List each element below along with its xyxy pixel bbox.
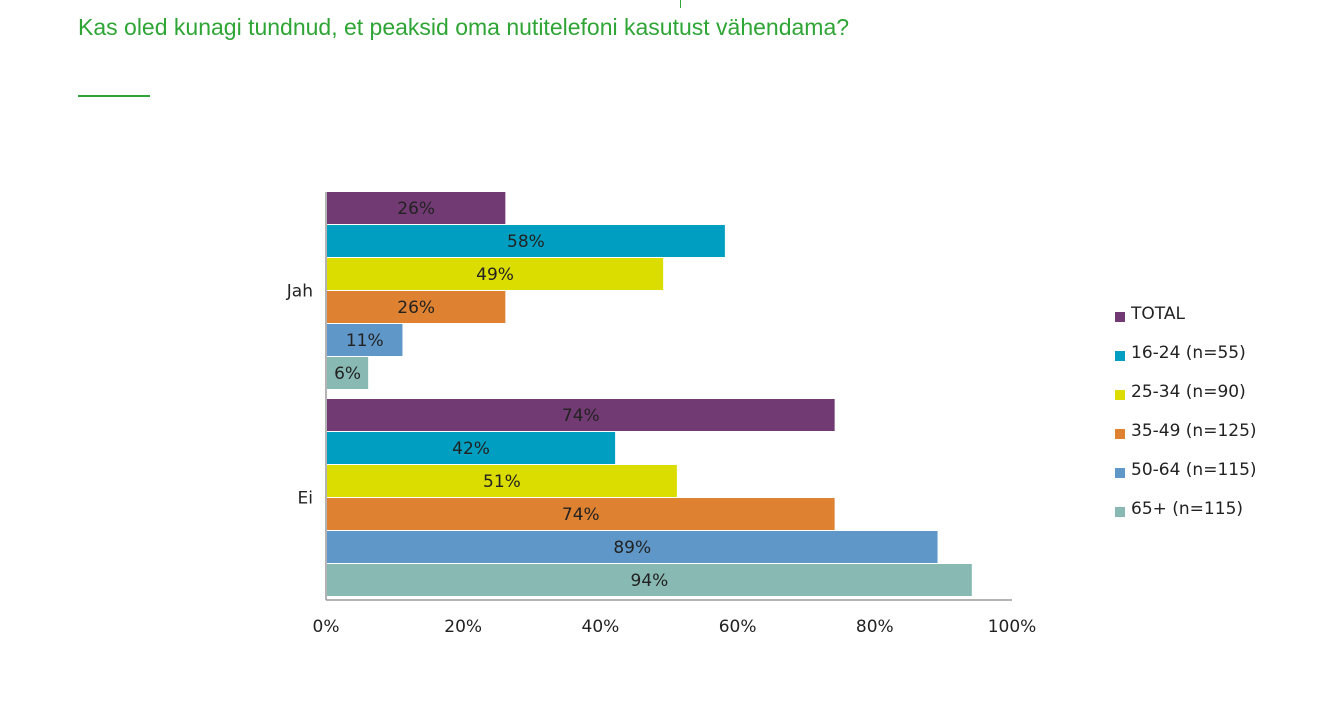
bar-ei-1 bbox=[327, 432, 616, 464]
data-label: 11% bbox=[346, 331, 384, 351]
bar-jah-1 bbox=[327, 225, 725, 257]
bar-jah-2 bbox=[327, 258, 664, 290]
bar-jah-3 bbox=[327, 291, 506, 323]
data-label: 89% bbox=[613, 538, 651, 558]
legend-label: 65+ (n=115) bbox=[1131, 499, 1244, 519]
legend-label: 50-64 (n=115) bbox=[1131, 460, 1257, 480]
legend-swatch bbox=[1115, 429, 1125, 439]
bar-ei-3 bbox=[327, 498, 835, 530]
data-label: 58% bbox=[507, 232, 545, 252]
data-label: 94% bbox=[631, 571, 669, 591]
bar-ei-2 bbox=[327, 465, 677, 497]
data-label: 74% bbox=[562, 406, 600, 426]
x-tick-label: 100% bbox=[988, 617, 1037, 637]
legend-label: 25-34 (n=90) bbox=[1131, 382, 1246, 402]
bar-jah-5 bbox=[327, 357, 369, 389]
category-label-jah: Jah bbox=[286, 282, 313, 302]
legend-label: TOTAL bbox=[1131, 304, 1185, 324]
data-label: 51% bbox=[483, 472, 521, 492]
data-label: 74% bbox=[562, 505, 600, 525]
x-tick-label: 60% bbox=[719, 617, 757, 637]
data-label: 26% bbox=[397, 199, 435, 219]
data-label: 49% bbox=[476, 265, 514, 285]
legend-swatch bbox=[1115, 507, 1125, 517]
bar-jah-4 bbox=[327, 324, 403, 356]
text-cursor-mark bbox=[680, 0, 681, 8]
legend-label: 16-24 (n=55) bbox=[1131, 343, 1246, 363]
data-label: 6% bbox=[334, 364, 361, 384]
legend-swatch bbox=[1115, 312, 1125, 322]
data-label: 42% bbox=[452, 439, 490, 459]
chart-title: Kas oled kunagi tundnud, et peaksid oma … bbox=[78, 14, 850, 40]
x-tick-label: 40% bbox=[582, 617, 620, 637]
bar-ei-5 bbox=[327, 564, 972, 596]
title-underline bbox=[78, 95, 150, 97]
bar-ei-0 bbox=[327, 399, 835, 431]
bar-ei-4 bbox=[327, 531, 938, 563]
legend-swatch bbox=[1115, 351, 1125, 361]
data-label: 26% bbox=[397, 298, 435, 318]
legend-label: 35-49 (n=125) bbox=[1131, 421, 1257, 441]
legend-swatch bbox=[1115, 390, 1125, 400]
bar-jah-0 bbox=[327, 192, 506, 224]
x-tick-label: 20% bbox=[444, 617, 482, 637]
x-tick-label: 0% bbox=[313, 617, 340, 637]
legend-swatch bbox=[1115, 468, 1125, 478]
x-tick-label: 80% bbox=[856, 617, 894, 637]
category-label-ei: Ei bbox=[298, 489, 313, 509]
